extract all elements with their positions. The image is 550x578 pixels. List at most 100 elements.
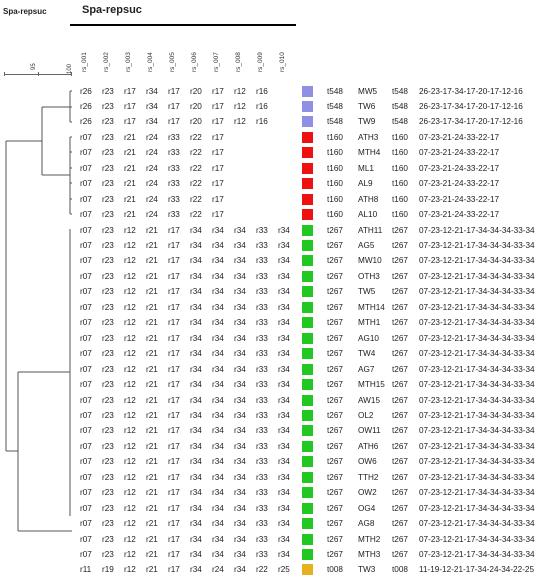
- spa-type-color-box: [302, 240, 313, 251]
- spa-type-2: t160: [392, 163, 408, 173]
- isolate-id: ML1: [358, 163, 374, 173]
- repeat-cell: r17: [124, 117, 136, 127]
- repeat-cell: r34: [212, 241, 224, 250]
- repeat-cell: r34: [234, 364, 246, 374]
- repeat-cell: r07: [80, 287, 92, 297]
- repeat-cell: r33: [256, 457, 268, 467]
- spa-type: t267: [327, 534, 343, 544]
- repeat-cell: r34: [190, 550, 202, 559]
- repeat-cell: r34: [190, 410, 202, 420]
- repeat-cell: r21: [146, 457, 158, 467]
- repeat-cell: r17: [168, 410, 180, 420]
- repeat-cell: r21: [146, 380, 158, 390]
- repeat-cell: r34: [278, 225, 290, 235]
- repeat-cell: r34: [190, 472, 202, 482]
- repeat-succession: 07-23-12-21-17-34-34-34-33-34: [419, 441, 535, 451]
- repeat-cell: r17: [168, 302, 180, 312]
- repeat-cell: r21: [146, 241, 158, 250]
- column-header: rs_001: [81, 52, 88, 72]
- repeat-cell: r33: [168, 132, 180, 142]
- repeat-cell: r34: [234, 565, 246, 575]
- repeat-cell: r07: [80, 225, 92, 235]
- repeat-cell: r34: [212, 550, 224, 559]
- repeat-cell: r17: [168, 287, 180, 297]
- table-row: r07 r23 r12 r21 r17 r34 r34 r34 r33 r34 t267 OW6 t26…: [0, 454, 550, 469]
- repeat-cell: r17: [168, 225, 180, 235]
- repeat-cell: r12: [124, 503, 136, 513]
- repeat-cell: r21: [146, 519, 158, 529]
- table-row: r07 r23 r12 r21 r17 r34 r34 r34 r33 r34 t267 AG8 t26…: [0, 516, 550, 531]
- repeat-cell: r23: [102, 426, 114, 436]
- table-row: r07 r23 r12 r21 r17 r34 r34 r34 r33 r34 t267 MW10 t2…: [0, 253, 550, 268]
- repeat-cell: r17: [212, 163, 224, 173]
- repeat-succession: 07-23-12-21-17-34-34-34-33-34: [419, 395, 535, 405]
- table-row: r07 r23 r12 r21 r17 r34 r34 r34 r33 r34 t267 AW15 t2…: [0, 393, 550, 408]
- spa-type-2: t267: [392, 441, 408, 451]
- repeat-cell: r34: [190, 318, 202, 328]
- repeat-cell: r34: [278, 426, 290, 436]
- spa-type-2: t267: [392, 287, 408, 297]
- repeat-cell: r07: [80, 318, 92, 328]
- repeat-cell: r34: [190, 380, 202, 390]
- repeat-cell: r34: [234, 302, 246, 312]
- repeat-succession: 07-23-12-21-17-34-34-34-33-34: [419, 241, 535, 250]
- spa-type-2: t267: [392, 395, 408, 405]
- repeat-succession: 11-19-12-21-17-34-24-34-22-25: [419, 565, 534, 575]
- repeat-cell: r34: [234, 318, 246, 328]
- tree-branch-t160: [69, 136, 72, 215]
- repeat-cell: r34: [278, 333, 290, 343]
- repeat-cell: r34: [212, 472, 224, 482]
- repeat-cell: r12: [124, 565, 136, 575]
- dendrogram: [5, 90, 72, 532]
- repeat-cell: r34: [234, 550, 246, 559]
- spa-type-2: t548: [392, 101, 408, 111]
- repeat-cell: r21: [146, 256, 158, 266]
- repeat-cell: r34: [234, 380, 246, 390]
- repeat-cell: r17: [168, 86, 180, 96]
- repeat-succession: 07-23-12-21-17-34-34-34-33-34: [419, 488, 535, 498]
- repeat-cell: r33: [256, 441, 268, 451]
- repeat-cell: r12: [124, 302, 136, 312]
- tree-branch-root: [5, 140, 42, 452]
- repeat-cell: r33: [168, 194, 180, 204]
- spa-type-2: t160: [392, 194, 408, 204]
- repeat-cell: r34: [212, 395, 224, 405]
- spa-type-color-box: [302, 549, 313, 560]
- repeat-cell: r20: [190, 101, 202, 111]
- repeat-cell: r34: [190, 426, 202, 436]
- spa-type-color-box: [302, 131, 313, 143]
- repeat-cell: r21: [146, 534, 158, 544]
- repeat-succession: 07-23-21-24-33-22-17: [419, 132, 500, 142]
- repeat-cell: r34: [190, 333, 202, 343]
- repeat-cell: r21: [124, 148, 136, 158]
- isolate-id: OW6: [358, 457, 377, 467]
- isolate-id: AG8: [358, 519, 375, 529]
- spa-type: t267: [327, 349, 343, 359]
- spa-type: t160: [327, 194, 343, 204]
- repeat-cell: r23: [102, 256, 114, 266]
- repeat-cell: r17: [168, 333, 180, 343]
- repeat-cell: r23: [102, 503, 114, 513]
- repeat-cell: r24: [146, 163, 158, 173]
- repeat-cell: r26: [80, 86, 92, 96]
- repeat-cell: r34: [212, 256, 224, 266]
- repeat-cell: r33: [168, 210, 180, 220]
- table-row: r07 r23 r12 r21 r17 r34 r34 r34 r33 r34 t267 AG10 t2…: [0, 331, 550, 346]
- repeat-cell: r34: [190, 271, 202, 281]
- repeat-succession: 26-23-17-34-17-20-17-12-16: [419, 86, 523, 96]
- table-row: r07 r23 r12 r21 r17 r34 r34 r34 r33 r34 t267 OW11 t2…: [0, 423, 550, 438]
- table-row: r11 r19 r12 r21 r17 r34 r24 r34 r22 r25 t008 TW3 t00…: [0, 562, 550, 577]
- repeat-cell: r34: [190, 534, 202, 544]
- spa-type: t267: [327, 241, 343, 250]
- repeat-cell: r34: [234, 534, 246, 544]
- repeat-cell: r24: [146, 210, 158, 220]
- repeat-cell: r34: [278, 349, 290, 359]
- repeat-cell: r34: [234, 457, 246, 467]
- table-row: r26 r23 r17 r34 r17 r20 r17 r12 r16 t548 TW9 t548 26…: [0, 114, 550, 129]
- repeat-cell: r12: [124, 488, 136, 498]
- spa-type-2: t267: [392, 472, 408, 482]
- spa-type-2: t267: [392, 349, 408, 359]
- repeat-cell: r12: [124, 333, 136, 343]
- spa-type-2: t008: [392, 565, 408, 575]
- table-row: r07 r23 r21 r24 r33 r22 r17 t160 ATH8 t160 07-23-2…: [0, 192, 550, 207]
